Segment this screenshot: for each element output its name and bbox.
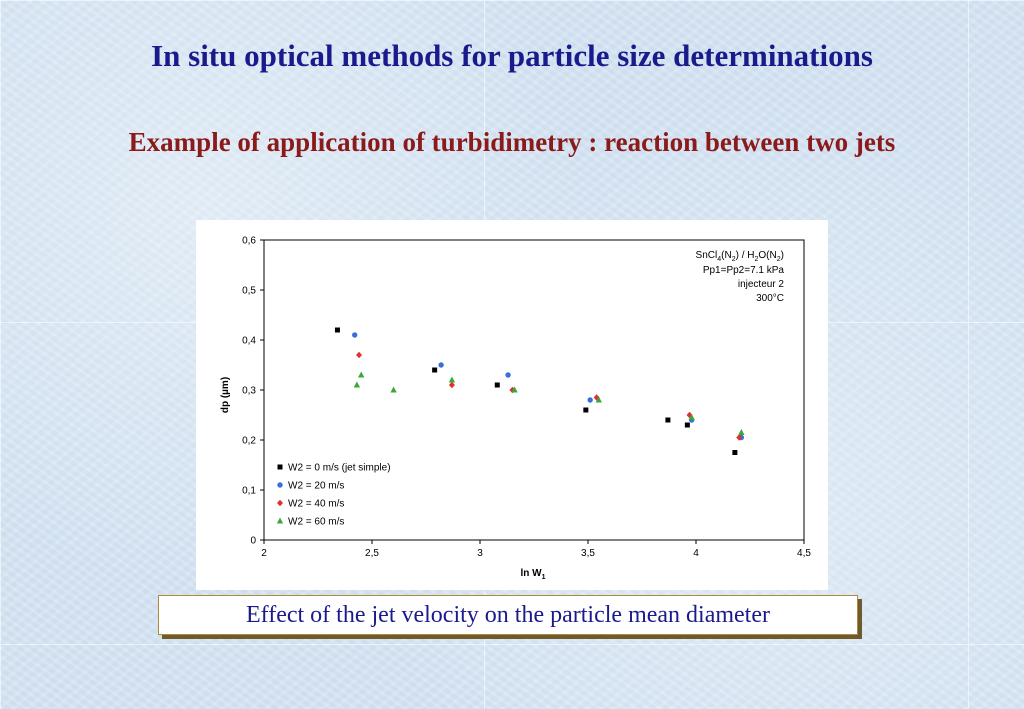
data-point-triangle bbox=[688, 414, 695, 420]
legend-marker-square bbox=[277, 464, 283, 470]
data-point-diamond bbox=[736, 434, 743, 441]
y-tick-label: 0,6 bbox=[242, 236, 256, 247]
y-axis-label: dp (µm) bbox=[220, 377, 231, 413]
legend-marker-diamond bbox=[277, 499, 283, 507]
chart-panel: 0 0,1 0,2 0,3 0,4 0,5 0,6 2 2,5 3 3,5 4 4,5 dp (µm)… bbox=[196, 220, 828, 590]
annotation-line-2: Pp1=Pp2=7.1 kPa bbox=[703, 265, 785, 276]
data-point-square bbox=[583, 407, 589, 413]
x-tick-label: 4,5 bbox=[797, 548, 811, 559]
legend-label: W2 = 40 m/s bbox=[288, 499, 344, 510]
data-point-square bbox=[432, 367, 438, 373]
data-point-triangle bbox=[358, 371, 365, 378]
legend-marker-triangle bbox=[276, 517, 284, 524]
legend-label: W2 = 0 m/s (jet simple) bbox=[288, 463, 391, 474]
y-tick-label: 0,3 bbox=[242, 386, 256, 397]
data-point-square bbox=[732, 450, 738, 455]
slide-subtitle: Example of application of turbidimetry :… bbox=[128, 127, 896, 157]
figure-caption: Effect of the jet velocity on the partic… bbox=[158, 595, 858, 635]
x-axis: 2 2,5 3 3,5 4 4,5 bbox=[261, 540, 811, 559]
data-point-triangle bbox=[511, 386, 518, 393]
x-tick-label: 3 bbox=[477, 548, 483, 559]
legend-label: W2 = 60 m/s bbox=[288, 517, 344, 528]
data-point-diamond bbox=[509, 386, 516, 394]
x-axis-label-subscript: 1 bbox=[542, 574, 546, 581]
data-point-triangle bbox=[448, 376, 456, 383]
data-point-square bbox=[684, 422, 690, 428]
data-point-diamond bbox=[448, 381, 455, 389]
y-tick-label: 0,4 bbox=[242, 336, 256, 347]
x-axis-label: ln W1 bbox=[520, 568, 545, 581]
x-tick-label: 4 bbox=[693, 548, 699, 559]
data-points bbox=[334, 327, 745, 455]
data-point-circle bbox=[352, 332, 358, 338]
y-tick-label: 0,2 bbox=[242, 436, 256, 447]
data-point-triangle bbox=[595, 396, 602, 403]
y-tick-label: 0 bbox=[250, 536, 256, 547]
data-point-square bbox=[665, 417, 671, 423]
legend-label: W2 = 20 m/s bbox=[288, 481, 344, 492]
data-point-diamond bbox=[686, 411, 693, 419]
slide-title: In situ optical methods for particle siz… bbox=[151, 38, 873, 73]
data-point-circle bbox=[587, 397, 593, 403]
data-point-triangle bbox=[390, 386, 397, 393]
plot-area-frame bbox=[263, 239, 805, 541]
annotation-line-1: SnCl4(N2) / H2O(N2) bbox=[696, 250, 784, 263]
scatter-chart: 0 0,1 0,2 0,3 0,4 0,5 0,6 2 2,5 3 3,5 4 4,5 dp (µm)… bbox=[220, 236, 811, 582]
x-tick-label: 3,5 bbox=[581, 548, 595, 559]
chart-annotation: SnCl4(N2) / H2O(N2) Pp1=Pp2=7.1 kPa inje… bbox=[696, 250, 785, 304]
data-point-square bbox=[334, 327, 340, 333]
y-axis: 0 0,1 0,2 0,3 0,4 0,5 0,6 bbox=[242, 236, 264, 547]
data-point-square bbox=[494, 382, 500, 388]
legend-marker-circle bbox=[277, 482, 283, 488]
data-point-triangle bbox=[353, 381, 361, 388]
data-point-circle bbox=[438, 362, 444, 368]
annotation-line-3: injecteur 2 bbox=[738, 279, 785, 290]
x-tick-label: 2 bbox=[261, 548, 267, 559]
data-point-diamond bbox=[356, 351, 363, 359]
annotation-line-4: 300°C bbox=[756, 293, 784, 304]
y-tick-label: 0,5 bbox=[242, 286, 256, 297]
x-axis-label-main: ln W bbox=[520, 568, 542, 579]
y-tick-label: 0,1 bbox=[242, 486, 256, 497]
legend: W2 = 0 m/s (jet simple) W2 = 20 m/s W2 = 4… bbox=[276, 463, 391, 528]
x-tick-label: 2,5 bbox=[365, 548, 379, 559]
data-point-circle bbox=[505, 372, 511, 378]
data-point-triangle bbox=[738, 429, 745, 435]
